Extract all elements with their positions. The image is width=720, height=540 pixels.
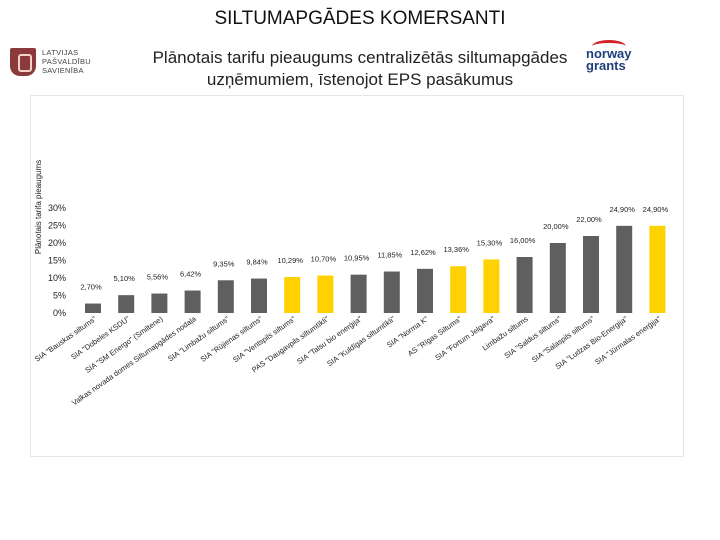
lps-logo-line-3: SAVIENĪBA [42,66,84,75]
data-label: 10,95% [344,254,370,263]
page-subtitle: Plānotais tarifu pieaugums centralizētās… [0,47,720,91]
data-label: 15,30% [477,238,503,247]
bar [549,243,566,313]
bar [649,225,666,313]
subtitle-line-1: Plānotais tarifu pieaugums centralizētās… [152,48,568,67]
data-label: 9,35% [213,259,235,268]
y-tick-label: 15% [48,256,66,266]
data-label: 5,10% [114,274,136,283]
lps-logo-text: LATVIJAS PAŠVALDĪBU SAVIENĪBA [42,48,91,75]
bar [450,266,467,313]
lps-logo-line-1: LATVIJAS [42,48,79,57]
bar [483,259,500,313]
category-label: SIA "Saldus siltums" [503,314,564,360]
swirl-icon [592,40,626,53]
data-label: 6,42% [180,270,202,279]
y-tick-label: 20% [48,238,66,248]
bar [317,275,334,313]
category-label: Valkas novada domes Siltumapgādes nodaļa [70,314,198,408]
data-label: 24,90% [643,205,669,214]
data-label: 11,85% [377,251,402,260]
data-label: 2,70% [80,283,102,292]
bar [184,290,201,313]
data-label: 13,36% [443,245,469,254]
category-label: SIA "Bauskas siltums" [33,314,98,364]
data-label: 5,56% [147,273,169,282]
norway-grants-text: norway grants [586,46,632,73]
bar [616,225,633,313]
y-axis-title: Plānotais tarifa pieaugums [34,160,43,254]
data-label: 10,29% [277,256,303,265]
y-tick-label: 0% [53,308,66,318]
bar [217,280,234,313]
bar [417,268,433,313]
norway-grants-line-2: grants [586,58,626,73]
coat-of-arms-icon [10,48,36,76]
category-label: SIA "Fortum Jelgava" [433,314,496,362]
lps-logo-line-2: PAŠVALDĪBU [42,57,91,66]
data-label: 9,84% [246,258,268,267]
bar [383,271,400,313]
y-tick-label: 5% [53,291,66,301]
norway-grants-line-1: norway [586,46,632,61]
data-label: 12,62% [410,248,436,257]
data-label: 10,70% [311,255,337,264]
subtitle-line-2: uzņēmumiem, īstenojot EPS pasākumus [206,70,514,89]
norway-grants-logo: norway grants [578,40,648,80]
lps-logo: LATVIJAS PAŠVALDĪBU SAVIENĪBA [10,48,120,78]
page-title: SILTUMAPGĀDES KOMERSANTI [214,8,506,29]
y-tick-label: 30% [48,203,66,213]
bar [350,274,367,313]
bar [85,303,101,313]
bar [151,293,168,313]
data-label: 22,00% [576,215,602,224]
bar [284,276,301,313]
bar [118,295,135,313]
bar [516,257,533,313]
y-tick-label: 25% [48,221,66,231]
data-label: 16,00% [510,236,536,245]
data-label: 20,00% [543,222,569,231]
y-tick-label: 10% [48,273,66,283]
bar [583,236,599,313]
data-label: 24,90% [609,205,635,214]
bar [251,278,267,313]
